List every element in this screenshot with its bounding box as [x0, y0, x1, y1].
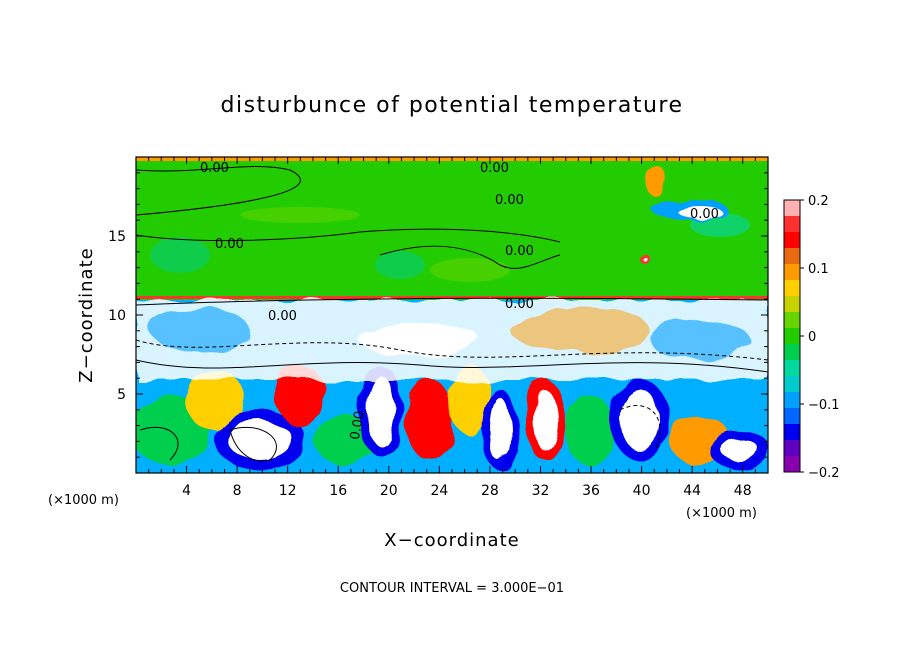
colorbar-swatch [784, 264, 800, 281]
x-axis-origin-unit: (×1000 m) [48, 493, 119, 508]
contour-label: 0.00 [505, 244, 534, 259]
colorbar-tick-label: −0.1 [808, 398, 840, 413]
x-axis-unit: (×1000 m) [686, 506, 757, 521]
contour-label: 0.00 [690, 207, 719, 222]
colorbar-swatch [784, 232, 800, 249]
z-axis-label: Z−coordinate [76, 247, 97, 382]
colorbar-swatch [784, 392, 800, 409]
upper-disturbance [638, 164, 728, 262]
colorbar-ticks: 0.2 0.1 0 −0.1 −0.2 [800, 194, 840, 481]
x-tick-label: 20 [380, 483, 398, 499]
mid-turbulence [136, 300, 768, 380]
z-tick-label: 10 [108, 308, 126, 324]
x-tick-label: 16 [329, 483, 347, 499]
colorbar-swatch [784, 440, 800, 457]
x-tick-label: 8 [233, 483, 242, 499]
contour-label: 0.00 [200, 161, 229, 176]
x-tick-label: 12 [279, 483, 297, 499]
x-tick-label: 44 [683, 483, 701, 499]
contour-interval-note: CONTOUR INTERVAL = 3.000E−01 [340, 581, 564, 596]
x-tick-label: 40 [633, 483, 651, 499]
colorbar-swatch [784, 216, 800, 233]
colorbar-swatch [784, 376, 800, 393]
chart-title: disturbunce of potential temperature [221, 93, 684, 118]
plot-area [136, 157, 768, 473]
z-axis: 5 10 15 [108, 172, 768, 458]
colorbar-swatch [784, 344, 800, 361]
colorbar-swatch [784, 248, 800, 265]
contour-label: 0.00 [215, 237, 244, 252]
x-tick-label: 28 [481, 483, 499, 499]
colorbar-swatch [784, 200, 800, 217]
colorbar-swatch [784, 360, 800, 377]
x-tick-label: 36 [582, 483, 600, 499]
colorbar [784, 200, 800, 473]
colorbar-swatch [784, 328, 800, 345]
x-tick-label: 32 [532, 483, 550, 499]
colorbar-tick-label: 0.2 [808, 194, 829, 209]
x-tick-label: 48 [734, 483, 752, 499]
contour-label: 0.00 [495, 193, 524, 208]
contour-labels: 0.00 0.00 0.00 0.00 0.00 0.00 0.00 0.00 … [200, 161, 719, 441]
x-axis: 4 8 12 16 20 24 28 32 36 40 44 48 [148, 157, 756, 499]
colorbar-tick-label: 0 [808, 330, 816, 345]
tropopause-line [136, 296, 768, 299]
colorbar-swatch [784, 312, 800, 329]
x-tick-label: 24 [430, 483, 448, 499]
contour-label: 0.00 [505, 297, 534, 312]
contour-label: 0.00 [480, 161, 509, 176]
colorbar-tick-label: −0.2 [808, 466, 840, 481]
colorbar-swatch [784, 456, 800, 473]
contour-label: 0.00 [348, 410, 368, 441]
colorbar-swatch [784, 296, 800, 313]
colorbar-tick-label: 0.1 [808, 262, 829, 277]
contour-lines [136, 166, 768, 462]
z-tick-label: 15 [108, 229, 126, 245]
colorbar-swatch [784, 424, 800, 441]
contour-label: 0.00 [268, 309, 297, 324]
colorbar-swatch [784, 280, 800, 297]
z-tick-label: 5 [117, 387, 126, 403]
x-tick-label: 4 [182, 483, 191, 499]
colorbar-swatch [784, 408, 800, 425]
x-axis-label: X−coordinate [384, 530, 519, 551]
